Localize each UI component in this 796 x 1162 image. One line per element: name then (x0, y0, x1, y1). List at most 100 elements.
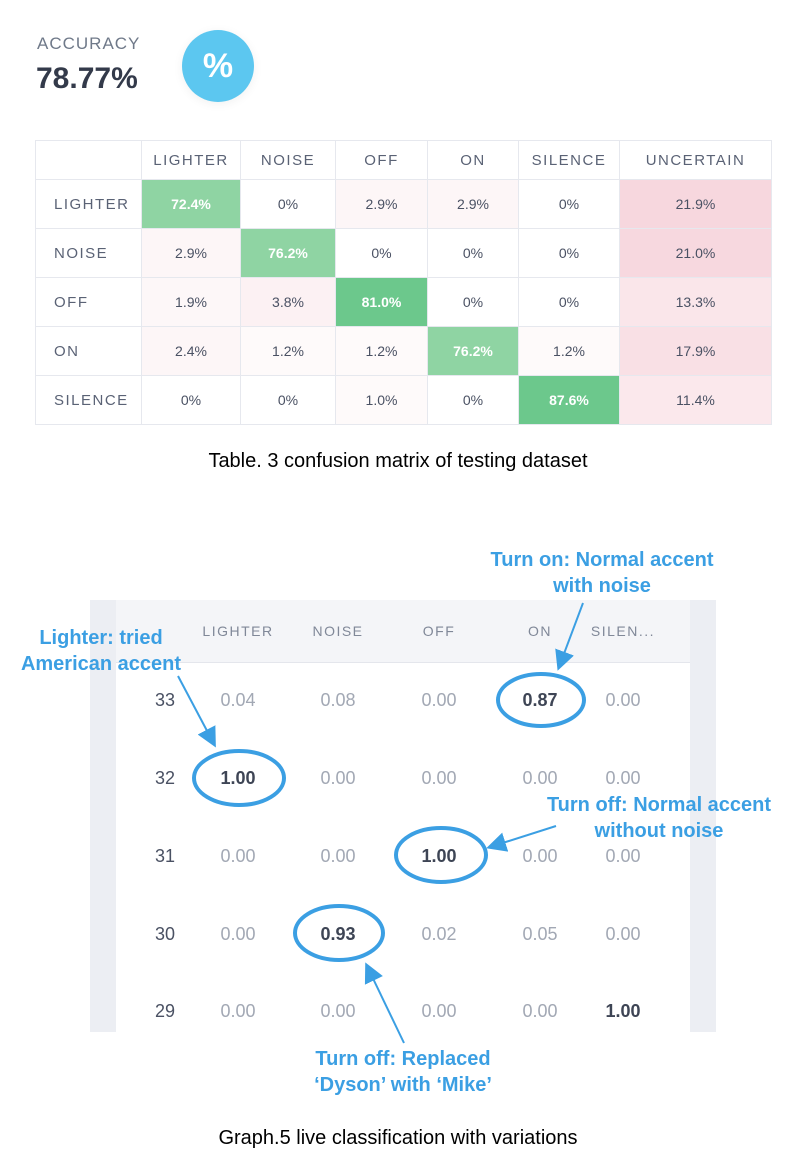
table-cell-uncertain: 21.0% (619, 228, 772, 278)
table-row: OFF 1.9% 3.8% 81.0% 0% 0% 13.3% (35, 277, 772, 327)
row-header: LIGHTER (35, 179, 142, 229)
graph-caption: Graph.5 live classification with variati… (218, 1127, 578, 1149)
annotation-arrow (555, 602, 584, 671)
live-value: 0.00 (320, 1001, 356, 1021)
table-cell-diagonal: 87.6% (518, 375, 620, 425)
live-column-header: NOISE (312, 623, 364, 639)
annotation-line: Lighter: tried (39, 627, 163, 649)
annotation-arrow (486, 825, 557, 852)
live-value: 0.00 (605, 846, 641, 866)
table-cell-uncertain: 11.4% (619, 375, 772, 425)
accuracy-value: 78.77% (36, 62, 138, 95)
live-value: 0.05 (522, 924, 558, 944)
row-header: ON (35, 326, 142, 376)
annotation-line: Turn off: Normal accent (546, 794, 772, 816)
table-cell: 0% (240, 375, 336, 425)
column-header: ON (427, 140, 519, 180)
table-cell: 1.2% (335, 326, 428, 376)
table-cell: 2.4% (141, 326, 241, 376)
live-column-header: ON (528, 623, 552, 639)
table-cell: 1.2% (240, 326, 336, 376)
live-value-highlight: 0.87 (522, 690, 558, 710)
live-column-header: SILEN... (590, 623, 656, 639)
table-cell: 0% (335, 228, 428, 278)
highlight-circle (496, 672, 586, 728)
live-value: 0.00 (421, 768, 457, 788)
table-header-row: LIGHTER NOISE OFF ON SILENCE UNCERTAIN (35, 140, 772, 180)
table-row: NOISE 2.9% 76.2% 0% 0% 0% 21.0% (35, 228, 772, 278)
annotation-turn-off-2: Turn off: Replaced ‘Dyson’ with ‘Mike’ (298, 1046, 508, 1098)
live-value: 0.00 (605, 768, 641, 788)
confusion-matrix-table: LIGHTER NOISE OFF ON SILENCE UNCERTAIN L… (35, 140, 772, 425)
table-cell-diagonal: 81.0% (335, 277, 428, 327)
table-cell: 1.9% (141, 277, 241, 327)
table-cell-uncertain: 21.9% (619, 179, 772, 229)
table-cell: 3.8% (240, 277, 336, 327)
highlight-circle (293, 904, 385, 962)
live-value: 0.00 (605, 924, 641, 944)
live-value: 0.00 (320, 846, 356, 866)
row-header: OFF (35, 277, 142, 327)
row-header: NOISE (35, 228, 142, 278)
percent-icon: % (182, 30, 254, 102)
row-header: SILENCE (35, 375, 142, 425)
live-value: 0.00 (220, 846, 256, 866)
table-cell: 1.0% (335, 375, 428, 425)
live-row-id: 33 (154, 690, 175, 710)
table-cell: 2.9% (427, 179, 519, 229)
table-cell: 0% (240, 179, 336, 229)
table-cell-uncertain: 17.9% (619, 326, 772, 376)
live-value: 0.00 (522, 768, 558, 788)
table-cell: 0% (427, 375, 519, 425)
live-value: 0.00 (421, 690, 457, 710)
table-row: SILENCE 0% 0% 1.0% 0% 87.6% 11.4% (35, 375, 772, 425)
live-value: 0.00 (220, 924, 256, 944)
live-value: 0.00 (522, 1001, 558, 1021)
annotation-line: with noise (553, 575, 651, 597)
annotation-line: ‘Dyson’ with ‘Mike’ (314, 1074, 492, 1096)
table-row: LIGHTER 72.4% 0% 2.9% 2.9% 0% 21.9% (35, 179, 772, 229)
live-value: 0.00 (220, 1001, 256, 1021)
live-value: 0.04 (220, 690, 256, 710)
column-header: LIGHTER (141, 140, 241, 180)
live-classification-panel: LIGHTER NOISE OFF ON SILEN... 33 0.04 0.… (90, 600, 718, 1032)
table-cell: 0% (427, 228, 519, 278)
table-cell: 2.9% (335, 179, 428, 229)
percent-badge-text: % (202, 46, 234, 85)
annotation-lighter: Lighter: tried American accent (8, 625, 194, 677)
live-row-id: 29 (154, 1001, 175, 1021)
panel-right-gutter (690, 600, 716, 1032)
annotation-line: American accent (20, 653, 182, 675)
live-value-highlight: 1.00 (220, 768, 256, 788)
table-caption: Table. 3 confusion matrix of testing dat… (208, 450, 588, 472)
table-cell-diagonal: 72.4% (141, 179, 241, 229)
highlight-circle (394, 826, 488, 884)
live-value-highlight: 0.93 (320, 924, 356, 944)
live-value-highlight: 1.00 (421, 846, 457, 866)
annotation-line: Turn on: Normal accent (490, 549, 714, 571)
live-value: 0.00 (522, 846, 558, 866)
live-row-id: 30 (154, 924, 175, 944)
annotation-turn-off-1: Turn off: Normal accent without noise (536, 792, 782, 844)
live-value: 0.08 (320, 690, 356, 710)
annotation-turn-on: Turn on: Normal accent with noise (482, 547, 722, 599)
live-row-id: 32 (154, 768, 175, 788)
live-column-header: OFF (422, 623, 456, 639)
live-value: 0.00 (605, 690, 641, 710)
table-row: ON 2.4% 1.2% 1.2% 76.2% 1.2% 17.9% (35, 326, 772, 376)
panel-left-gutter (90, 600, 116, 1032)
live-column-header: LIGHTER (202, 623, 274, 639)
column-header: SILENCE (518, 140, 620, 180)
live-row-id: 31 (154, 846, 175, 866)
live-value: 0.00 (421, 1001, 457, 1021)
annotation-arrow (364, 962, 405, 1044)
live-value: 0.02 (421, 924, 457, 944)
live-value-highlight: 1.00 (605, 1001, 641, 1021)
annotation-arrow (177, 675, 216, 748)
accuracy-label: ACCURACY (37, 34, 141, 53)
annotation-line: without noise (594, 820, 724, 842)
table-cell: 2.9% (141, 228, 241, 278)
highlight-circle (192, 749, 286, 807)
table-cell: 0% (518, 179, 620, 229)
